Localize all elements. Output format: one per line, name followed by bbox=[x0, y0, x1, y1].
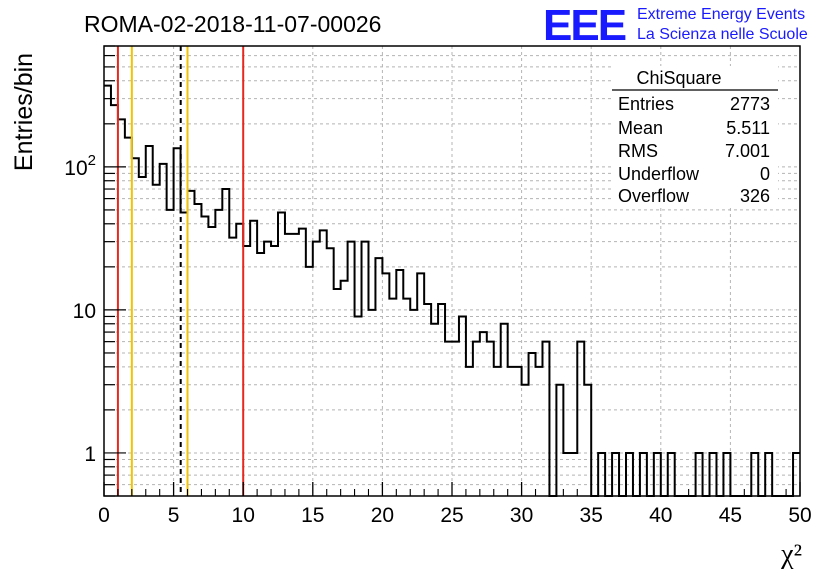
stats-underflow-label: Underflow bbox=[618, 164, 700, 184]
stats-box: ChiSquare Entries 2773 Mean 5.511 RMS 7.… bbox=[612, 66, 778, 208]
stats-overflow-label: Overflow bbox=[618, 186, 690, 206]
logo-line-2: La Scienza nelle Scuole bbox=[637, 26, 808, 43]
x-tick-label: 0 bbox=[98, 504, 110, 527]
stats-entries-label: Entries bbox=[618, 94, 674, 114]
x-tick-label: 20 bbox=[371, 504, 394, 527]
x-tick-label: 50 bbox=[788, 504, 811, 527]
stats-underflow-value: 0 bbox=[760, 164, 770, 184]
y-tick-label: 10 bbox=[73, 300, 96, 323]
histogram-series bbox=[104, 84, 800, 497]
stats-header: ChiSquare bbox=[636, 68, 721, 88]
eee-logo: EEE Extreme Energy Events La Scienza nel… bbox=[543, 1, 808, 50]
x-tick-label: 35 bbox=[580, 504, 603, 527]
chart-title: ROMA-02-2018-11-07-00026 bbox=[84, 11, 381, 37]
y-axis-label: Entries/bin bbox=[10, 53, 38, 171]
stats-entries-value: 2773 bbox=[730, 94, 770, 114]
stats-overflow-value: 326 bbox=[740, 186, 770, 206]
stats-mean-value: 5.511 bbox=[726, 118, 770, 138]
x-tick-label: 25 bbox=[440, 504, 463, 527]
x-tick-label: 40 bbox=[649, 504, 672, 527]
axis-ticks bbox=[103, 45, 801, 497]
x-tick-label: 30 bbox=[510, 504, 533, 527]
histogram-step-line bbox=[104, 84, 800, 497]
x-axis-label: χ² bbox=[780, 539, 802, 570]
logo-mark: EEE bbox=[543, 1, 626, 50]
x-tick-label: 10 bbox=[232, 504, 255, 527]
logo-line-1: Extreme Energy Events bbox=[637, 6, 805, 23]
x-tick-label: 45 bbox=[719, 504, 742, 527]
stats-rms-label: RMS bbox=[618, 141, 658, 161]
y-tick-label: 1 bbox=[84, 443, 96, 466]
x-tick-label: 5 bbox=[168, 504, 180, 527]
y-tick-exponent: 2 bbox=[88, 152, 96, 169]
x-tick-label: 15 bbox=[301, 504, 324, 527]
stats-rms-value: 7.001 bbox=[725, 141, 770, 161]
reference-lines bbox=[116, 46, 245, 496]
stats-mean-label: Mean bbox=[618, 118, 663, 138]
